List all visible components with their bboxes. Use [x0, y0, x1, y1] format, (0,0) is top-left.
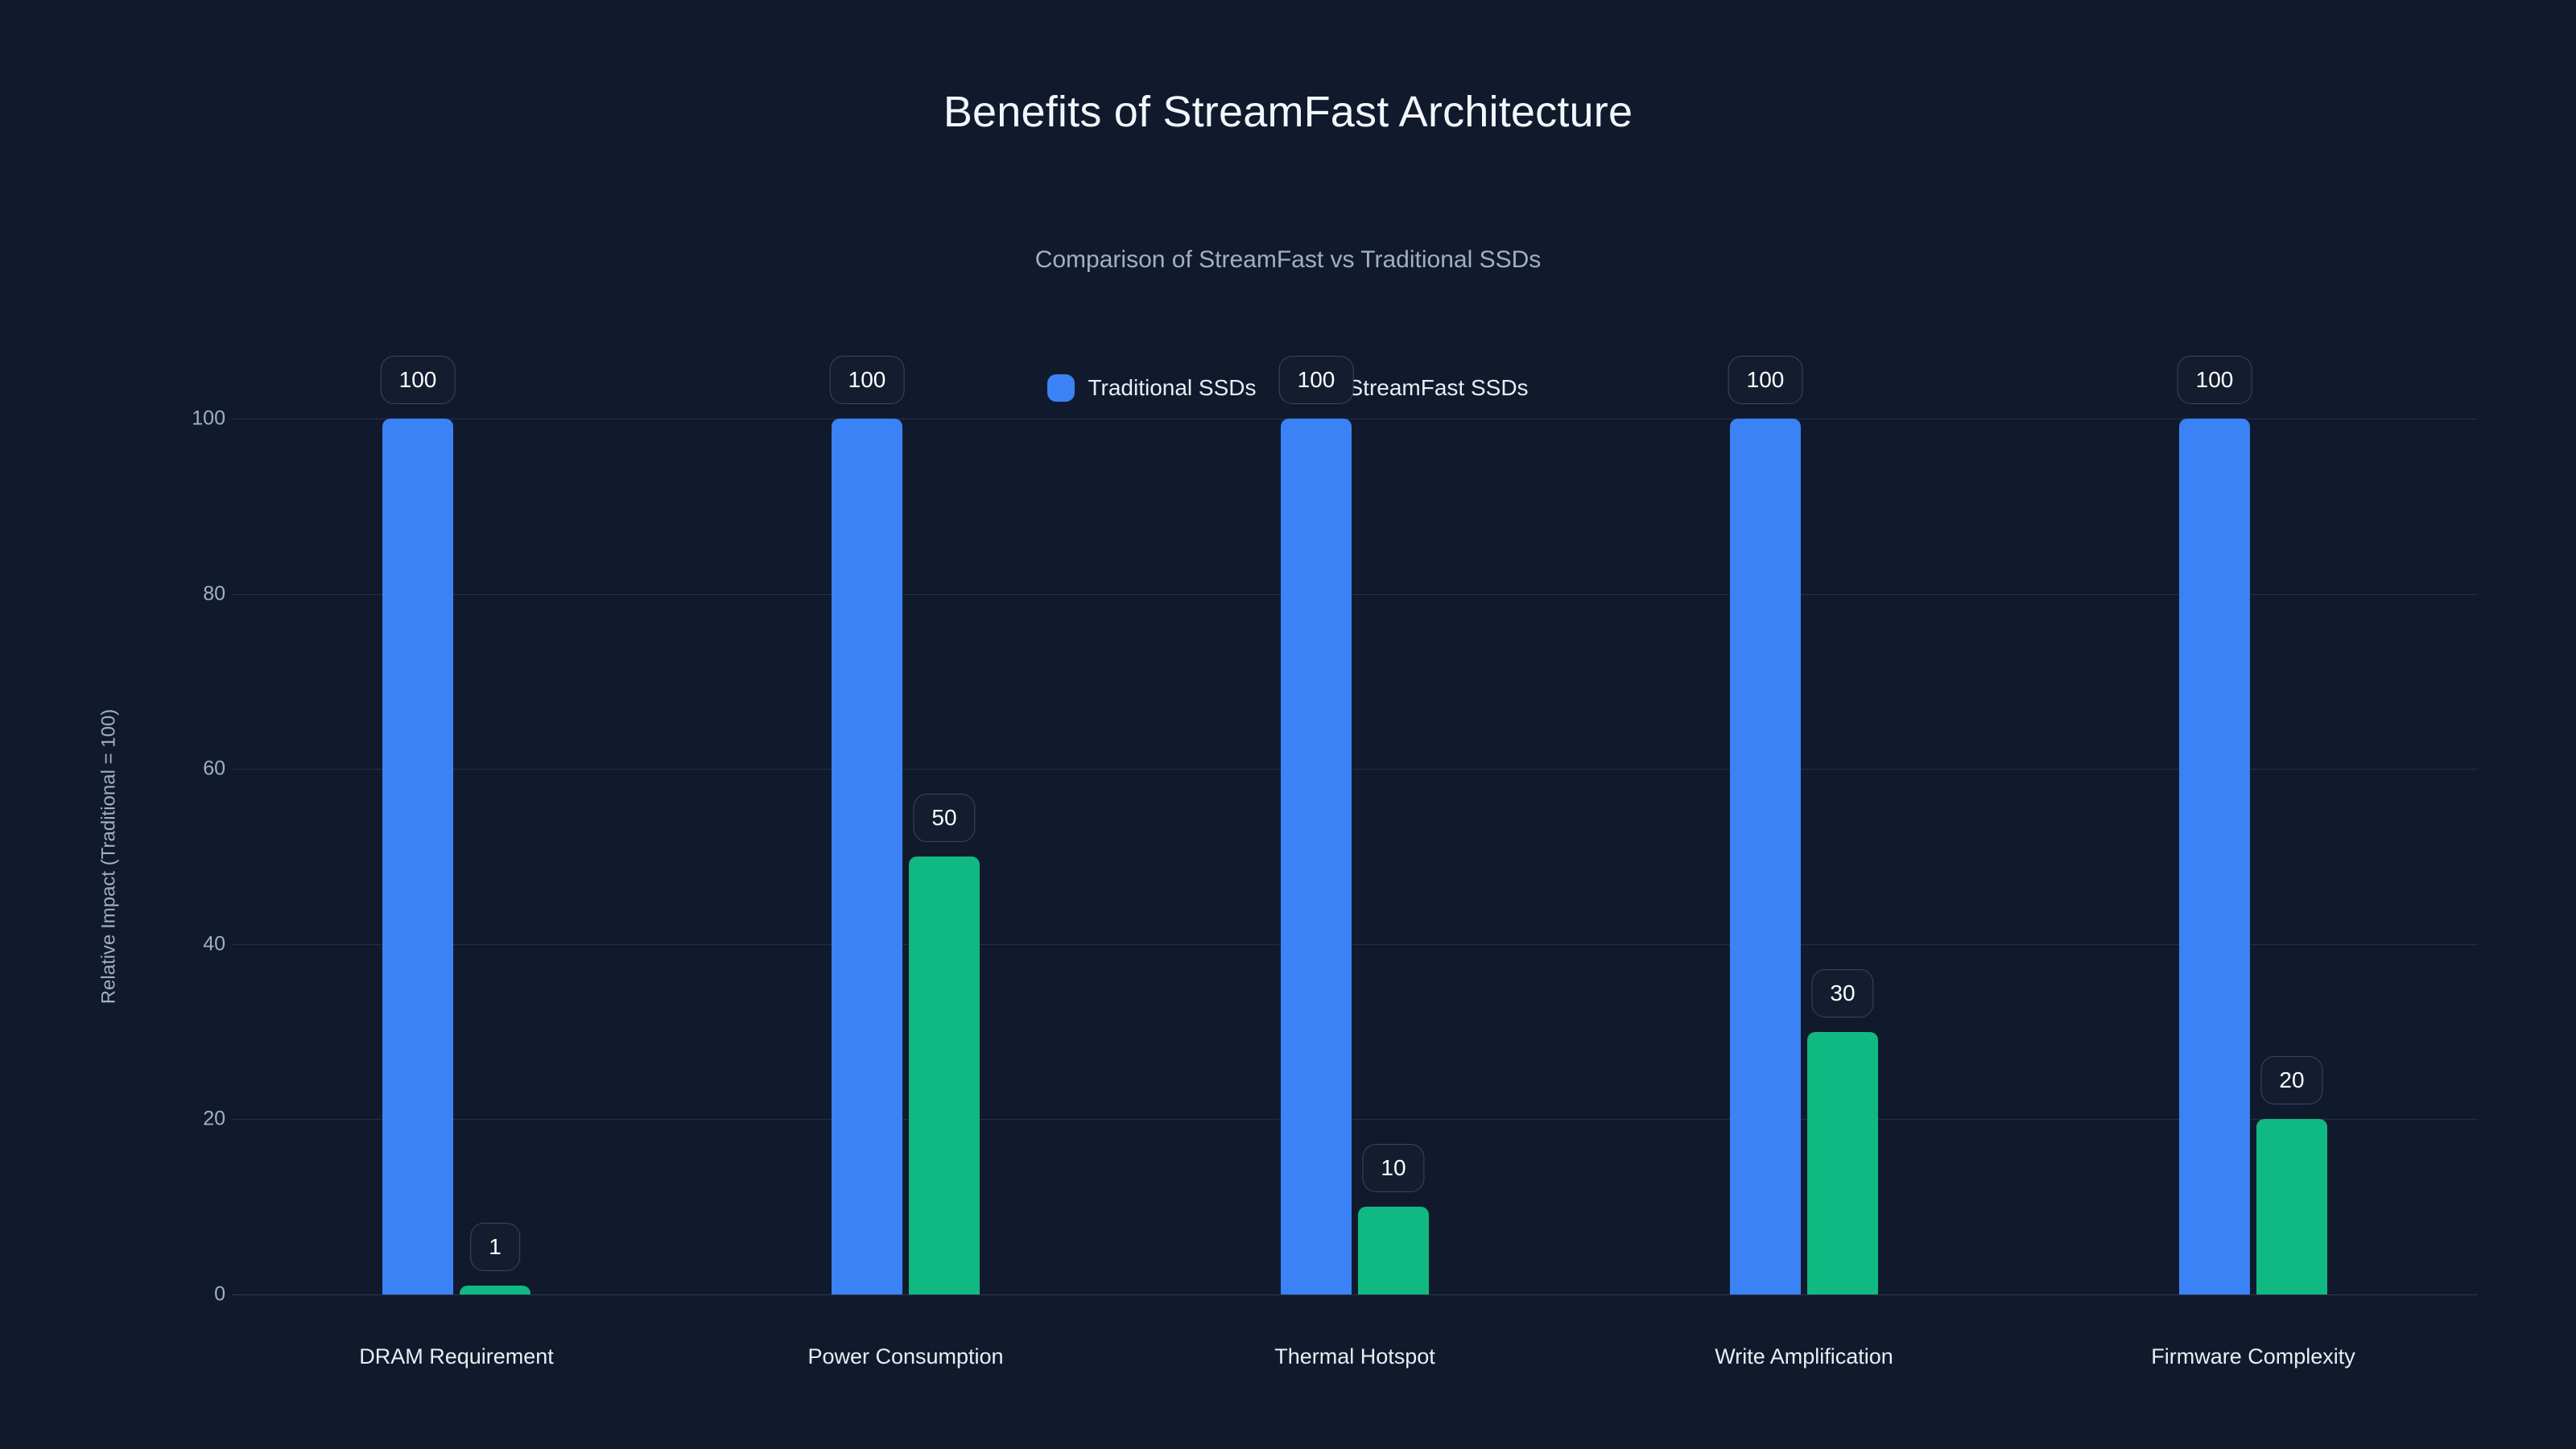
- chart-title: Benefits of StreamFast Architecture: [943, 88, 1633, 136]
- y-axis-tick-label: 80: [203, 582, 225, 605]
- legend-item-traditional[interactable]: Traditional SSDs: [1047, 374, 1256, 402]
- legend-label: Traditional SSDs: [1088, 375, 1257, 400]
- data-label-badge: 30: [1811, 968, 1874, 1018]
- bar-traditional[interactable]: [1281, 419, 1352, 1294]
- y-axis-title-label: Relative Impact (Traditional = 100): [97, 708, 120, 1005]
- bar-streamfast[interactable]: [460, 1286, 530, 1294]
- y-axis-tick-label: 20: [203, 1107, 225, 1130]
- y-axis-tick-label: 60: [203, 757, 225, 780]
- legend-label: StreamFast SSDs: [1348, 375, 1529, 400]
- data-label-badge: 1: [470, 1223, 520, 1272]
- gridline: [232, 943, 2478, 945]
- data-label-badge: 50: [913, 794, 976, 842]
- bar-streamfast[interactable]: [1807, 1031, 1878, 1294]
- chart-subtitle: Comparison of StreamFast vs Traditional …: [1034, 246, 1542, 273]
- data-label-badge: 100: [1728, 356, 1803, 404]
- data-label-badge: 100: [829, 356, 905, 404]
- plot-area: 0 20 40 60 80 100 100 1 100 50 100 10 100 30 100 20: [192, 356, 2478, 1304]
- data-label-badge: 20: [2260, 1056, 2323, 1105]
- bar-traditional[interactable]: [2179, 419, 2250, 1294]
- data-label-badge: 100: [1278, 356, 1354, 404]
- legend-item-streamfast[interactable]: StreamFast SSDs: [1307, 374, 1529, 402]
- y-axis-tick-label: 40: [203, 932, 225, 956]
- y-axis-tick-label: 0: [214, 1282, 225, 1306]
- x-axis-category-label: Write Amplification: [1715, 1344, 1893, 1368]
- bar-streamfast[interactable]: [2256, 1119, 2327, 1294]
- bar-traditional[interactable]: [1730, 419, 1801, 1294]
- bar-traditional[interactable]: [832, 419, 902, 1294]
- legend-swatch-icon: [1047, 374, 1075, 402]
- y-axis-tick-label: 100: [192, 407, 225, 430]
- x-axis-category-label: Power Consumption: [807, 1344, 1004, 1368]
- chart-legend: Traditional SSDs StreamFast SSDs: [0, 374, 2576, 402]
- x-axis-category-label: Firmware Complexity: [2151, 1344, 2355, 1368]
- x-axis-category-label: Thermal Hotspot: [1274, 1344, 1435, 1368]
- bar-streamfast[interactable]: [909, 857, 980, 1294]
- data-label-badge: 100: [380, 356, 456, 404]
- x-axis-category-label: DRAM Requirement: [359, 1344, 554, 1368]
- bar-streamfast[interactable]: [1358, 1207, 1429, 1294]
- bar-traditional[interactable]: [382, 419, 453, 1294]
- gridline: [232, 593, 2478, 595]
- y-axis-title: Relative Impact (Traditional = 100): [95, 419, 122, 1294]
- gridline: [232, 769, 2478, 770]
- data-label-badge: 100: [2177, 356, 2252, 404]
- gridline: [232, 1119, 2478, 1121]
- data-label-badge: 10: [1362, 1144, 1425, 1193]
- gridline: [232, 1294, 2478, 1295]
